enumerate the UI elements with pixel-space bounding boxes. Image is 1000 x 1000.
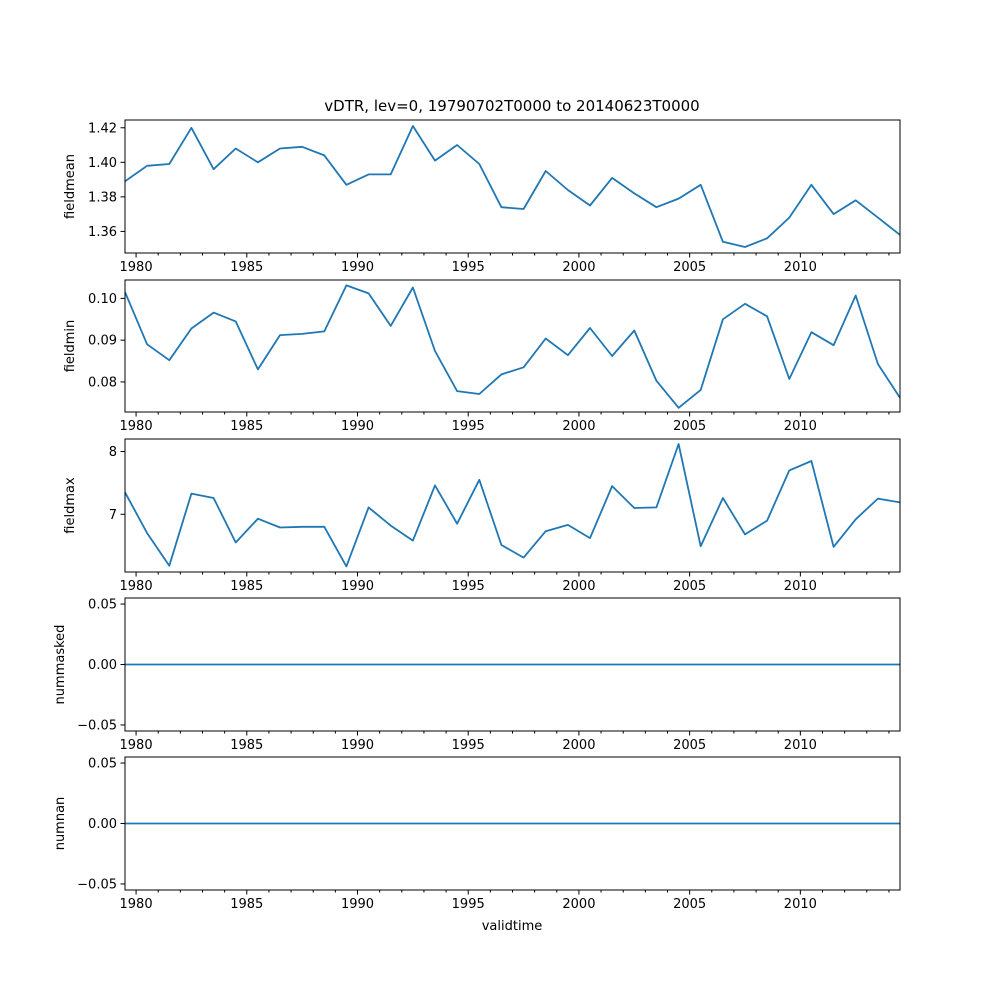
x-tick-label: 1995 [452,738,485,753]
y-tick-label: 1.42 [88,121,117,136]
y-axis-label: numnan [53,797,68,851]
x-tick-label: 2000 [562,897,595,912]
x-tick-label: 2010 [784,419,817,434]
series-line-fieldmax [125,443,900,568]
y-tick-label: 0.00 [88,658,117,673]
chart-title: vDTR, lev=0, 19790702T0000 to 20140623T0… [324,97,699,115]
x-tick-label: 1995 [452,579,485,594]
x-tick-label: 1980 [120,897,153,912]
x-tick-label: 1980 [120,260,153,275]
y-tick-label: −0.05 [77,877,117,892]
axes-frame [124,756,901,891]
x-tick-label: 1990 [341,260,374,275]
x-tick-label: 2010 [784,579,817,594]
y-tick-label: 1.36 [88,225,117,240]
series-line-fieldmin [125,284,900,409]
x-tick-label: 1980 [120,419,153,434]
x-tick-label: 2000 [562,579,595,594]
y-tick-label: 0.05 [88,598,117,613]
y-tick-label: −0.05 [77,718,117,733]
x-tick-label: 1985 [230,897,263,912]
y-tick-label: 1.40 [88,156,117,171]
x-tick-label: 2005 [673,579,706,594]
y-axis-label: nummasked [53,625,68,705]
y-axis-label: fieldmean [63,154,78,219]
y-tick-label: 0.10 [88,292,117,307]
axes-frame [124,438,901,573]
x-tick-label: 1990 [341,419,374,434]
x-tick-label: 1985 [230,738,263,753]
x-tick-label: 2010 [784,738,817,753]
subplot-fieldmean: 1980 1985 1990 1995 2000 2005 2010 1.36 1.38 1.40… [63,119,901,275]
x-tick-label: 2010 [784,897,817,912]
y-axis-label: fieldmin [63,320,78,373]
y-tick-label: 0.09 [88,334,117,349]
axes-frame [124,279,901,413]
y-tick-label: 7 [109,508,117,523]
x-tick-label: 1995 [452,260,485,275]
y-tick-label: 1.38 [88,190,117,205]
y-axis-label: fieldmax [63,477,78,534]
x-tick-label: 2000 [562,738,595,753]
subplot-fieldmin: 1980 1985 1990 1995 2000 2005 2010 0.08 0.09 0.10… [63,279,901,434]
x-tick-label: 1980 [120,579,153,594]
x-tick-label: 2010 [784,260,817,275]
x-tick-label: 1990 [341,738,374,753]
x-tick-label: 1990 [341,579,374,594]
x-tick-label: 1985 [230,419,263,434]
y-tick-label: 8 [109,445,117,460]
x-tick-label: 2005 [673,419,706,434]
x-axis-label: validtime [482,919,543,934]
x-tick-label: 1985 [230,579,263,594]
x-tick-label: 1995 [452,897,485,912]
y-tick-label: 0.05 [88,757,117,772]
axes-frame [124,119,901,254]
x-tick-label: 1980 [120,738,153,753]
subplot-panels: 1980 1985 1990 1995 2000 2005 2010 1.36 1.38 1.40… [53,119,901,912]
y-tick-label: 0.00 [88,817,117,832]
y-tick-label: 0.08 [88,375,117,390]
x-tick-label: 2005 [673,897,706,912]
series-line-fieldmean [125,125,900,248]
x-tick-label: 2005 [673,738,706,753]
x-tick-label: 1985 [230,260,263,275]
x-tick-label: 2000 [562,419,595,434]
axes-frame [124,597,901,732]
x-tick-label: 1990 [341,897,374,912]
subplot-numnan: 1980 1985 1990 1995 2000 2005 2010 −0.05 0.00 0.0… [53,756,901,912]
x-tick-label: 2005 [673,260,706,275]
x-tick-label: 1995 [452,419,485,434]
x-tick-label: 2000 [562,260,595,275]
subplot-fieldmax: 1980 1985 1990 1995 2000 2005 2010 7 8 fieldmax [63,438,901,594]
subplot-nummasked: 1980 1985 1990 1995 2000 2005 2010 −0.05 0.00 0.0… [53,597,901,753]
